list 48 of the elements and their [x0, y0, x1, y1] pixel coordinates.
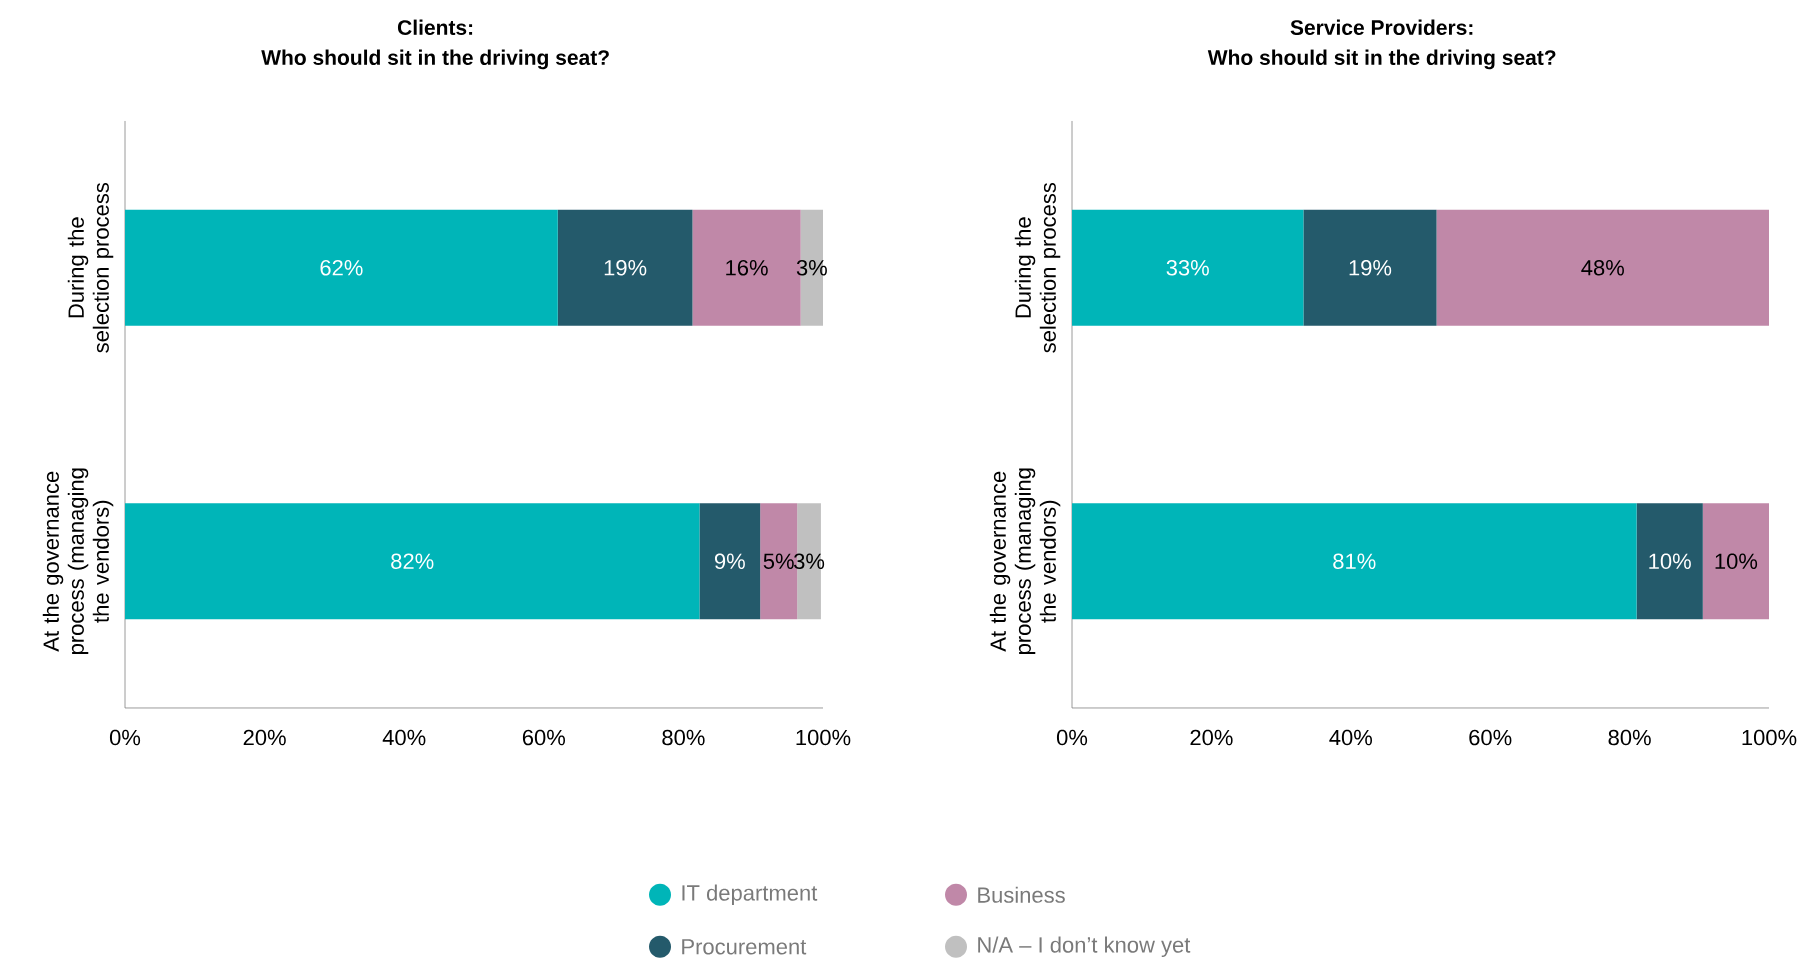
bar — [1072, 503, 1637, 620]
x-tick-label: 40% — [1329, 729, 1373, 746]
bar — [125, 209, 558, 326]
y-tick-label: At the governance process (managing the vendors) — [989, 468, 1061, 654]
data-label: 48% — [1581, 259, 1624, 276]
legend-label: N/A – I don’t know yet — [978, 936, 1191, 958]
data-label: 10% — [1715, 553, 1758, 570]
data-label: 10% — [1649, 553, 1691, 570]
data-label: 5% — [763, 553, 794, 569]
chart-title: Clients: — [397, 19, 473, 36]
x-tick-label: 100% — [796, 729, 851, 746]
x-tick-label: 0% — [1056, 729, 1088, 746]
data-label: 33% — [1166, 259, 1209, 276]
x-tick-label: 0% — [109, 729, 141, 746]
y-tick-label: During the selection process — [1014, 182, 1061, 353]
x-tick-label: 60% — [522, 729, 566, 746]
data-label: 9% — [714, 553, 745, 570]
data-label: 82% — [391, 553, 434, 570]
x-tick-label: 100% — [1742, 729, 1797, 746]
legend-label: Business — [978, 886, 1065, 903]
bar — [1436, 209, 1770, 326]
legend-label: Procurement — [682, 939, 807, 955]
bar — [1303, 209, 1437, 326]
x-tick-label: 60% — [1469, 729, 1512, 746]
bar — [557, 209, 693, 326]
bar — [1702, 503, 1770, 620]
data-label: 19% — [604, 259, 647, 276]
x-tick-label: 80% — [662, 729, 705, 746]
data-label: 19% — [1349, 259, 1392, 276]
data-label: 3% — [796, 259, 827, 276]
data-label: 81% — [1333, 553, 1376, 570]
legend-label: IT department — [682, 884, 818, 906]
bar — [1636, 503, 1703, 620]
x-tick-label: 20% — [243, 729, 286, 746]
data-label: 16% — [726, 259, 768, 276]
x-tick-label: 80% — [1608, 729, 1651, 746]
x-tick-label: 20% — [1190, 729, 1233, 746]
bar — [699, 503, 761, 620]
chart-title: Service Providers: — [1290, 19, 1473, 36]
x-tick-label: 40% — [382, 729, 426, 746]
y-tick-label: During the selection process — [67, 182, 114, 353]
data-label: 3% — [794, 553, 825, 570]
bar — [125, 503, 700, 620]
bar — [1072, 209, 1304, 326]
data-label: 62% — [320, 259, 363, 276]
chart-subtitle: Who should sit in the driving seat? — [1207, 49, 1556, 70]
chart-subtitle: Who should sit in the driving seat? — [261, 49, 609, 70]
y-tick-label: At the governance process (managing the vendors) — [42, 468, 114, 654]
